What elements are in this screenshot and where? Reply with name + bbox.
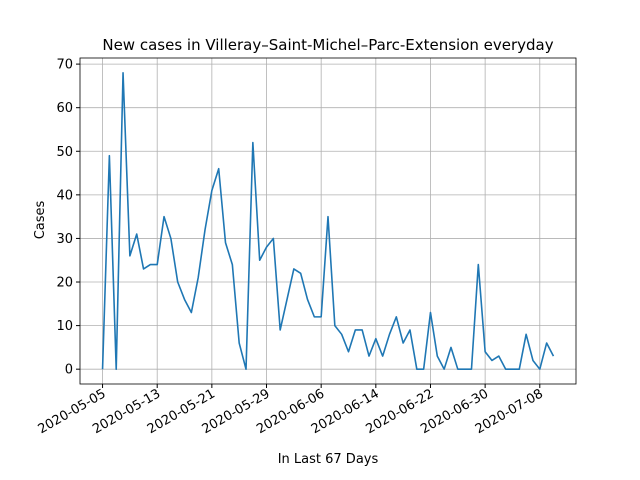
plot-frame (79, 57, 577, 385)
y-tick-label: 50 (56, 145, 73, 160)
chart-title: New cases in Villeray–Saint-Michel–Parc-… (102, 36, 553, 54)
y-tick-label: 70 (56, 58, 73, 73)
y-tick-label: 60 (56, 101, 73, 116)
y-tick-label: 0 (65, 363, 73, 378)
y-tick-label: 40 (56, 188, 73, 203)
y-tick-label: 10 (56, 319, 73, 334)
data-line (101, 72, 555, 370)
y-axis-label: Cases (33, 200, 48, 239)
x-axis-label: In Last 67 Days (278, 452, 379, 467)
y-tick-label: 30 (56, 232, 73, 247)
y-tick-label: 20 (56, 276, 73, 291)
